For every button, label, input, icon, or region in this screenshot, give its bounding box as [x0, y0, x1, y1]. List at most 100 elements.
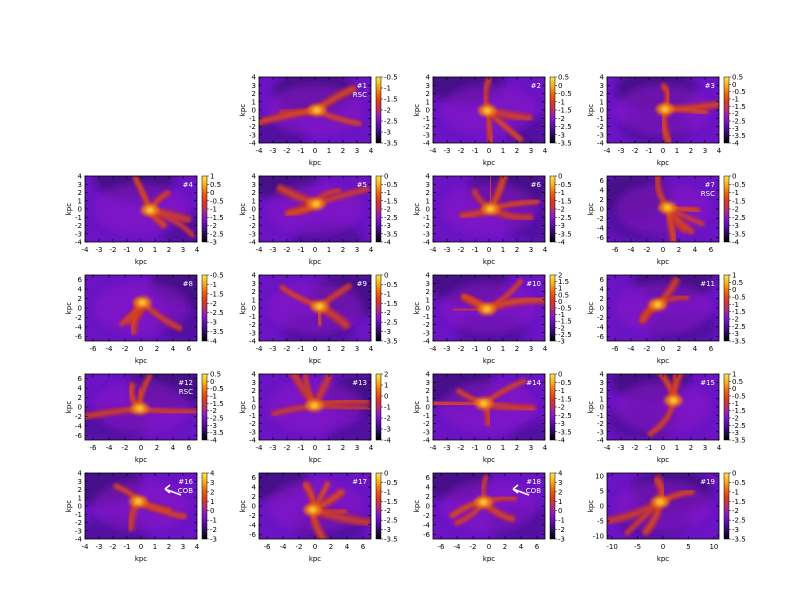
- y-tick-label: 4: [78, 286, 83, 294]
- y-tick-label: -2: [249, 123, 256, 131]
- colorbar: [549, 373, 556, 441]
- x-axis-label: kpc: [483, 357, 495, 365]
- colorbar-tick-label: -4: [558, 437, 566, 445]
- y-axis-label: kpc: [413, 401, 421, 413]
- y-tick-label: 1: [426, 197, 430, 205]
- x-tick-label: -1: [298, 246, 305, 254]
- x-tick-label: 2: [515, 246, 519, 254]
- colorbar-tick-label: -1.5: [210, 290, 224, 298]
- colorbar-tick-label: 0: [732, 173, 736, 181]
- colorbar: [723, 76, 730, 144]
- colorbar-tick-label: 0: [384, 393, 388, 401]
- y-tick-label: 3: [252, 181, 256, 189]
- x-tick-label: 2: [341, 345, 345, 353]
- colorbar-tick-label: 4: [558, 470, 563, 478]
- heatmap-field: [615, 77, 719, 143]
- y-axis-label: kpc: [239, 500, 247, 512]
- x-tick-label: 2: [341, 246, 345, 254]
- colorbar-tick-label: -1: [384, 85, 391, 93]
- x-tick-label: 4: [369, 444, 374, 452]
- x-tick-label: 3: [529, 246, 533, 254]
- y-tick-label: 2: [252, 493, 256, 501]
- y-tick-label: -6: [75, 333, 83, 341]
- y-tick-label: 4: [252, 484, 257, 492]
- colorbar-tick-label: -3: [558, 222, 565, 230]
- colorbar-tick-label: -2.5: [558, 123, 572, 131]
- x-tick-label: -1: [472, 444, 479, 452]
- panels: -4 -3 -2 -1 0 1 2 3 443210-1-2-3-4kpckpc#1RSC-0.…: [65, 74, 746, 564]
- colorbar-tick-label: -1.5: [732, 498, 746, 506]
- heatmap-field: [259, 176, 370, 242]
- heatmap-field: [433, 77, 545, 143]
- colorbar-tick-label: -3: [210, 239, 217, 247]
- colorbar-tick-label: -2.5: [732, 422, 746, 430]
- y-tick-label: 0: [600, 206, 604, 214]
- colorbar-tick-label: -4: [384, 437, 392, 445]
- colorbar-tick-label: 0.5: [732, 74, 743, 82]
- y-tick-label: 3: [426, 82, 430, 90]
- colorbar-tick-label: -2: [384, 107, 391, 115]
- colorbar-tick-label: 0: [558, 173, 562, 181]
- y-tick-label: -1: [249, 313, 256, 321]
- x-tick-label: 0: [487, 246, 491, 254]
- y-tick-label: -4: [75, 422, 83, 430]
- x-tick-label: -4: [280, 543, 288, 551]
- y-tick-label: 6: [78, 276, 83, 284]
- colorbar-tick-label: -0.5: [384, 181, 398, 189]
- colorbar-tick-label: -3.5: [558, 230, 572, 238]
- x-tick-label: 0: [487, 444, 491, 452]
- y-tick-label: -3: [597, 131, 604, 139]
- colorbar-tick-label: -2.5: [384, 319, 398, 327]
- colorbar-tick-label: 0: [732, 470, 736, 478]
- heatmap-field: [433, 473, 545, 539]
- x-axis-label: kpc: [657, 159, 669, 167]
- colorbar-tick-label: -0.5: [210, 272, 224, 280]
- colorbar-tick-label: -2: [732, 110, 739, 118]
- x-tick-label: 6: [709, 246, 714, 254]
- x-tick-label: -2: [458, 147, 465, 155]
- colorbar-tick-label: 4: [210, 470, 215, 478]
- x-tick-label: -2: [110, 246, 117, 254]
- colorbar-tick-label: -3.5: [732, 536, 746, 544]
- x-tick-label: 1: [327, 444, 331, 452]
- x-tick-label: 6: [535, 543, 540, 551]
- panel-17: -6 -4 -2 0 2 4 66420-2-4-6kpckpc#170-0.5-1-1.5…: [239, 470, 398, 564]
- x-tick-label: -4: [430, 147, 438, 155]
- colorbar-tick-label: -1.5: [210, 400, 224, 408]
- colorbar-tick-label: -2.5: [558, 331, 572, 339]
- x-tick-label: -4: [430, 444, 438, 452]
- y-tick-label: -2: [423, 222, 430, 230]
- x-tick-label: -4: [256, 246, 264, 254]
- x-tick-label: -1: [646, 147, 653, 155]
- x-tick-label: -2: [632, 444, 639, 452]
- colorbar-tick-label: 1: [558, 285, 562, 293]
- colorbar-tick-label: 0: [384, 173, 388, 181]
- y-tick-label: 4: [426, 371, 431, 379]
- panel-3: -4 -3 -2 -1 0 1 2 3 443210-1-2-3-4kpckpc#30.50-0…: [587, 74, 746, 168]
- y-tick-label: 4: [78, 173, 83, 181]
- y-tick-label: 6: [600, 276, 605, 284]
- x-tick-label: -2: [296, 543, 303, 551]
- colorbar-tick-label: 1: [210, 173, 214, 181]
- y-tick-label: 5: [600, 488, 604, 496]
- x-axis-label: kpc: [309, 357, 321, 365]
- panel-id-label: #17: [352, 478, 367, 486]
- colorbar-tick-label: -0.5: [732, 294, 746, 302]
- colorbar-tick-label: 0: [732, 81, 736, 89]
- y-tick-label: 0: [78, 503, 82, 511]
- panel-id-label: #9: [357, 280, 367, 288]
- heatmap-field: [441, 176, 545, 242]
- panel-10: -4 -3 -2 -1 0 1 2 3 443210-1-2-3-4kpckpc#1021.51…: [413, 272, 572, 366]
- y-axis-label: kpc: [413, 500, 421, 512]
- y-axis-label: kpc: [65, 203, 73, 215]
- y-tick-label: 0: [426, 503, 430, 511]
- colorbar-tick-label: -3.5: [210, 429, 224, 437]
- y-tick-label: -3: [249, 428, 256, 436]
- x-tick-label: -3: [444, 246, 451, 254]
- colorbar-tick-label: -2.5: [732, 214, 746, 222]
- y-tick-label: -6: [597, 333, 605, 341]
- y-tick-label: -3: [423, 230, 430, 238]
- x-tick-label: -3: [618, 444, 625, 452]
- y-axis-label: kpc: [239, 104, 247, 116]
- colorbar-tick-label: -3.5: [732, 338, 746, 346]
